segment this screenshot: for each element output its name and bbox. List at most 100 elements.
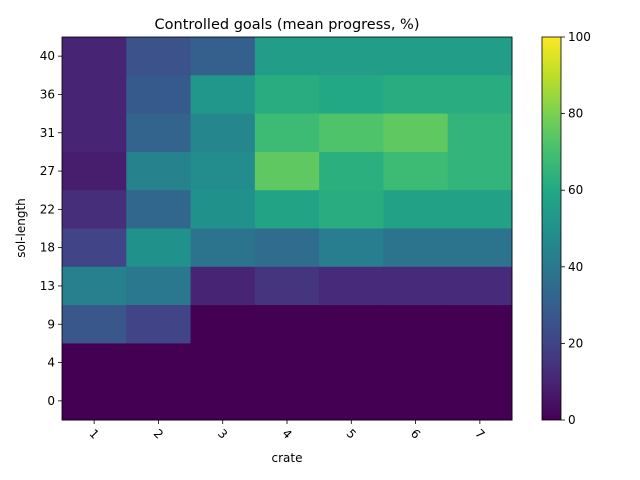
heatmap-cell (383, 113, 449, 153)
heatmap-cell (190, 37, 256, 76)
heatmap-cell (254, 190, 320, 229)
colorbar-tick-label: 40 (568, 260, 583, 274)
heatmap-cell (447, 381, 513, 421)
y-tick-label: 0 (47, 394, 55, 408)
y-axis-label: sol-length (14, 198, 28, 258)
heatmap-cell (62, 266, 127, 306)
heatmap-cell (447, 343, 513, 383)
heatmap-cell (62, 381, 127, 421)
heatmap-cell (254, 305, 320, 344)
heatmap-cell (126, 266, 192, 306)
heatmap-cell (319, 228, 384, 268)
heatmap-cell (126, 37, 192, 76)
x-tick-label: 6 (408, 426, 423, 441)
heatmap-cell (254, 113, 320, 153)
chart-title: Controlled goals (mean progress, %) (155, 17, 420, 33)
x-axis-label: crate (272, 451, 303, 465)
heatmap-cell (319, 381, 384, 421)
y-tick-label: 36 (40, 87, 55, 101)
heatmap-cell (190, 266, 256, 306)
colorbar: 0 20 40 60 80 100 (541, 30, 591, 427)
y-tick-label: 13 (40, 279, 55, 293)
x-tick-label: 3 (215, 426, 230, 441)
x-tick-label: 4 (279, 426, 294, 441)
heatmap-cell (447, 228, 513, 268)
x-tick-label: 5 (344, 426, 359, 441)
heatmap-cells (62, 37, 513, 421)
heatmap-cell (319, 266, 384, 306)
y-tick-label: 18 (40, 241, 55, 255)
heatmap-cell (383, 228, 449, 268)
heatmap-cell (126, 381, 192, 421)
y-tick-label: 27 (40, 164, 55, 178)
colorbar-tick-label: 20 (568, 336, 583, 350)
heatmap-cell (383, 190, 449, 229)
heatmap-cell (447, 190, 513, 229)
heatmap-cell (383, 75, 449, 115)
heatmap-cell (190, 381, 256, 421)
heatmap-cell (447, 266, 513, 306)
heatmap-cell (447, 151, 513, 191)
heatmap-cell (254, 75, 320, 115)
heatmap-cell (319, 190, 384, 229)
colorbar-tick-label: 60 (568, 183, 583, 197)
heatmap-cell (190, 151, 256, 191)
heatmap-cell (254, 151, 320, 191)
heatmap-cell (254, 266, 320, 306)
heatmap-cell (126, 343, 192, 383)
heatmap-cell (126, 75, 192, 115)
y-tick-label: 22 (40, 202, 55, 216)
heatmap-cell (319, 75, 384, 115)
heatmap-cell (190, 190, 256, 229)
heatmap-cell (383, 305, 449, 344)
heatmap-cell (383, 37, 449, 76)
heatmap-cell (447, 305, 513, 344)
heatmap-cell (190, 228, 256, 268)
y-tick-label: 9 (47, 317, 55, 331)
heatmap-cell (383, 151, 449, 191)
heatmap-cell (62, 190, 127, 229)
heatmap-cell (447, 113, 513, 153)
colorbar-frame (541, 36, 562, 421)
colorbar-ticks: 0 20 40 60 80 100 (561, 30, 591, 427)
heatmap-cell (190, 305, 256, 344)
heatmap-cell (447, 37, 513, 76)
heatmap-cell (319, 343, 384, 383)
heatmap-cell (126, 151, 192, 191)
heatmap-cell (319, 305, 384, 344)
heatmap-cell (319, 151, 384, 191)
heatmap-cell (190, 75, 256, 115)
heatmap-cell (126, 190, 192, 229)
heatmap-cell (62, 113, 127, 153)
heatmap-cell (383, 266, 449, 306)
colorbar-tick-label: 80 (568, 107, 583, 121)
x-tick-label: 1 (86, 426, 101, 441)
heatmap-cell (126, 305, 192, 344)
y-tick-label: 4 (47, 356, 55, 370)
colorbar-tick-label: 100 (568, 30, 591, 44)
heatmap-cell (62, 151, 127, 191)
heatmap-cell (62, 343, 127, 383)
x-tick-label: 2 (151, 426, 166, 441)
heatmap-cell (383, 343, 449, 383)
heatmap-cell (447, 75, 513, 115)
y-tick-label: 40 (40, 49, 55, 63)
heatmap-cell (254, 381, 320, 421)
colorbar-tick-label: 0 (568, 413, 576, 427)
x-axis-ticks: 1 2 3 4 5 6 7 (86, 420, 488, 442)
heatmap-cell (62, 75, 127, 115)
heatmap-cell (126, 228, 192, 268)
heatmap-cell (383, 381, 449, 421)
heatmap-cell (319, 37, 384, 76)
heatmap-cell (319, 113, 384, 153)
heatmap-cell (62, 37, 127, 76)
heatmap-cell (254, 228, 320, 268)
colorbar-gradient (542, 37, 561, 420)
heatmap-cell (126, 113, 192, 153)
heatmap-cell (62, 228, 127, 268)
heatmap-cell (190, 343, 256, 383)
heatmap-cell (62, 305, 127, 344)
heatmap-cell (254, 343, 320, 383)
